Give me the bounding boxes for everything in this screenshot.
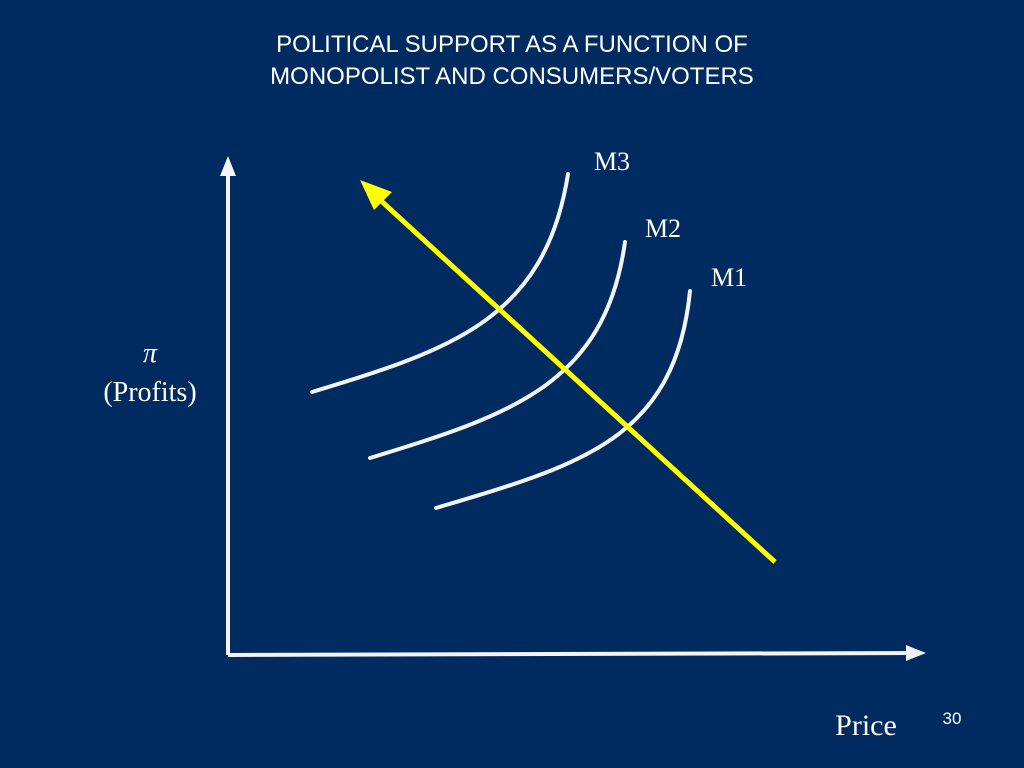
support-arrowhead (360, 180, 392, 210)
title-line: POLITICAL SUPPORT AS A FUNCTION OF (276, 31, 748, 58)
page-number: 30 (943, 709, 962, 728)
axes (226, 172, 913, 657)
curve-label: M3 (594, 147, 630, 176)
y-axis-arrowhead (220, 156, 236, 176)
curve-m1 (434, 289, 692, 510)
x-axis-label: Price (835, 709, 897, 742)
curve-label: M2 (645, 214, 681, 243)
curves (310, 172, 692, 510)
y-axis-label: (Profits) (103, 377, 196, 408)
support-arrow (376, 196, 777, 564)
curve-m3 (310, 172, 570, 394)
x-axis-arrowhead (906, 645, 926, 661)
title-line: MONOPOLIST AND CONSUMERS/VOTERS (270, 63, 754, 90)
curve-m2 (368, 240, 627, 460)
x-axis (227, 651, 913, 657)
curve-label: M1 (711, 263, 747, 292)
y-axis-symbol: π (143, 338, 158, 369)
